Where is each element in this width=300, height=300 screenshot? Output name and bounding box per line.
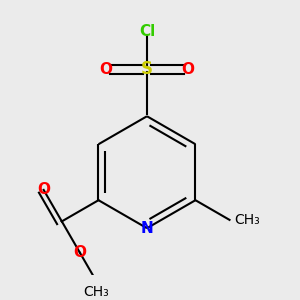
Text: CH₃: CH₃ <box>84 285 110 299</box>
Text: O: O <box>74 245 86 260</box>
Text: O: O <box>37 182 50 197</box>
Text: N: N <box>141 221 153 236</box>
Text: Cl: Cl <box>139 24 155 39</box>
Text: CH₃: CH₃ <box>234 213 260 227</box>
Text: O: O <box>181 62 194 77</box>
Text: S: S <box>141 60 153 78</box>
Text: O: O <box>100 62 112 77</box>
